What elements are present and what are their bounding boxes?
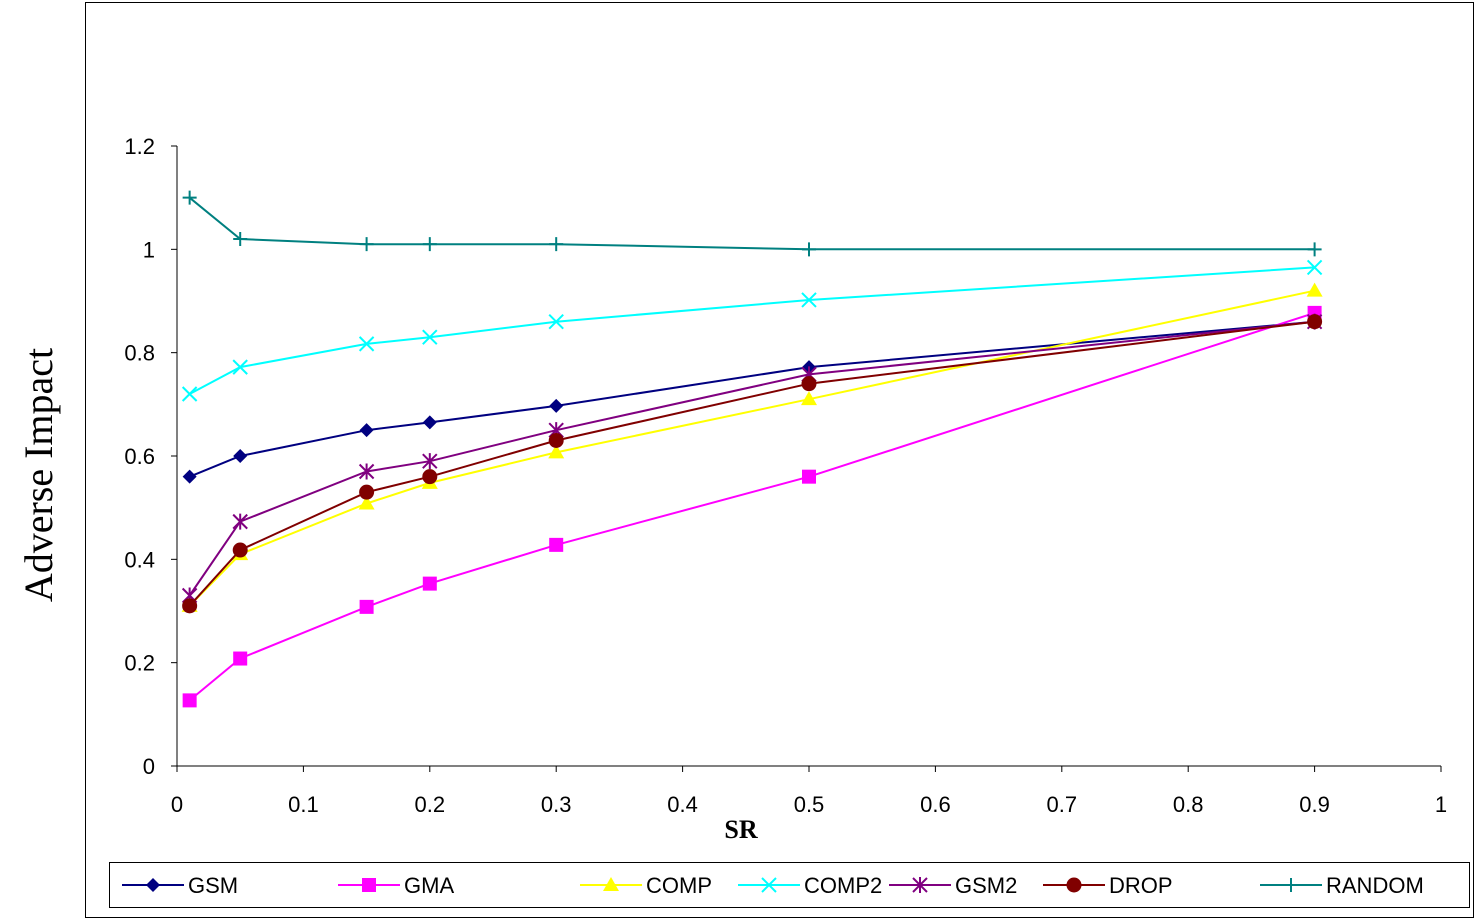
data-point-random [422,237,437,252]
data-point-comp2 [801,292,817,308]
legend-label-gma: GMA [404,873,454,898]
x-axis-label: SR [724,815,757,844]
data-point-comp2 [548,313,564,330]
data-point-random [549,237,564,252]
data-point-comp2 [422,329,438,345]
legend-label-random: RANDOM [1326,873,1424,898]
data-point-random [1307,242,1322,257]
x-tick-label: 0.4 [667,792,698,817]
legend-label-comp: COMP [646,873,712,898]
legend: GSM GMA COMP COMP2 GSM2 DROP RANDOM [109,862,1470,908]
data-point-drop [1307,314,1323,330]
series-random [182,190,1322,257]
data-point-gsm2 [422,453,438,470]
series-drop [182,314,1323,614]
x-tick-label: 1 [1435,792,1447,817]
x-tick-label: 0.7 [1047,792,1078,817]
data-point-gma [802,469,816,484]
x-tick-label: 0.5 [794,792,825,817]
x-tick-label: 0.8 [1173,792,1204,817]
legend-marker-gma [362,878,376,892]
data-point-drop [422,469,438,485]
data-point-gsm [422,415,437,430]
legend-item-comp2: COMP2 [738,873,882,898]
data-point-gsm [182,469,197,484]
data-point-gsm [549,398,564,413]
x-tick-label: 0.1 [288,792,319,817]
x-tick-label: 0.6 [920,792,951,817]
data-point-comp2 [232,359,248,375]
legend-marker-gsm [146,878,160,892]
x-tick-label: 0.2 [415,792,446,817]
series-group [181,190,1323,708]
data-point-random [802,242,816,257]
data-point-gma [233,651,248,666]
data-point-drop [182,598,198,614]
legend-label-gsm2: GSM2 [955,873,1017,898]
legend-item-comp: COMP [580,873,712,898]
data-point-comp [548,444,565,459]
data-point-gsm2 [358,463,375,480]
legend-item-gma: GMA [338,873,454,898]
x-tick-label: 0 [171,792,183,817]
y-tick-label: 0.6 [124,444,155,469]
legend-marker-comp [603,877,619,891]
data-point-random [182,190,197,205]
data-point-comp2 [358,336,375,352]
legend-item-gsm: GSM [122,873,238,898]
y-tick-label: 0.4 [124,547,155,572]
legend-label-comp2: COMP2 [804,873,882,898]
data-point-random [233,232,248,246]
legend-label-drop: DROP [1109,873,1173,898]
data-point-gsm [233,449,248,463]
legend-marker-drop [1066,877,1082,893]
data-point-gma [182,693,197,708]
data-point-comp2 [1306,259,1323,276]
y-tick-label: 1.2 [124,134,155,159]
legend-label-gsm: GSM [188,873,238,898]
data-point-comp2 [181,386,198,402]
data-point-gsm [359,423,374,438]
data-point-gma [422,576,437,591]
y-tick-label: 0.2 [124,651,155,676]
chart-frame [85,2,1474,918]
legend-item-gsm2: GSM2 [889,873,1017,898]
data-point-gsm2 [232,513,248,530]
series-comp2 [181,259,1323,402]
legend-marker-gsm2 [912,877,928,893]
x-tick-label: 0.9 [1299,792,1330,817]
data-point-drop [232,542,248,558]
axes: 0 0.2 0.4 0.6 0.8 1 1.2 0 0.1 0.2 0.3 0.4 0.5 0.6 0.7 0… [124,134,1447,817]
data-point-drop [359,484,375,500]
legend-marker-random [1284,878,1298,892]
data-point-comp [801,391,817,406]
legend-item-random: RANDOM [1260,873,1424,898]
data-point-gma [359,599,374,614]
y-tick-label: 0.8 [124,341,155,366]
data-point-drop [801,376,817,392]
y-tick-label: 0 [143,754,155,779]
y-axis-label: Adverse Impact [16,348,61,602]
legend-marker-comp2 [761,877,777,893]
data-point-random [359,237,374,252]
y-tick-label: 1 [143,237,155,262]
data-point-gma [549,537,564,552]
data-point-comp [358,495,375,510]
legend-item-drop: DROP [1043,873,1173,898]
data-point-comp [1306,282,1323,297]
x-tick-label: 0.3 [541,792,572,817]
data-point-drop [548,433,564,448]
